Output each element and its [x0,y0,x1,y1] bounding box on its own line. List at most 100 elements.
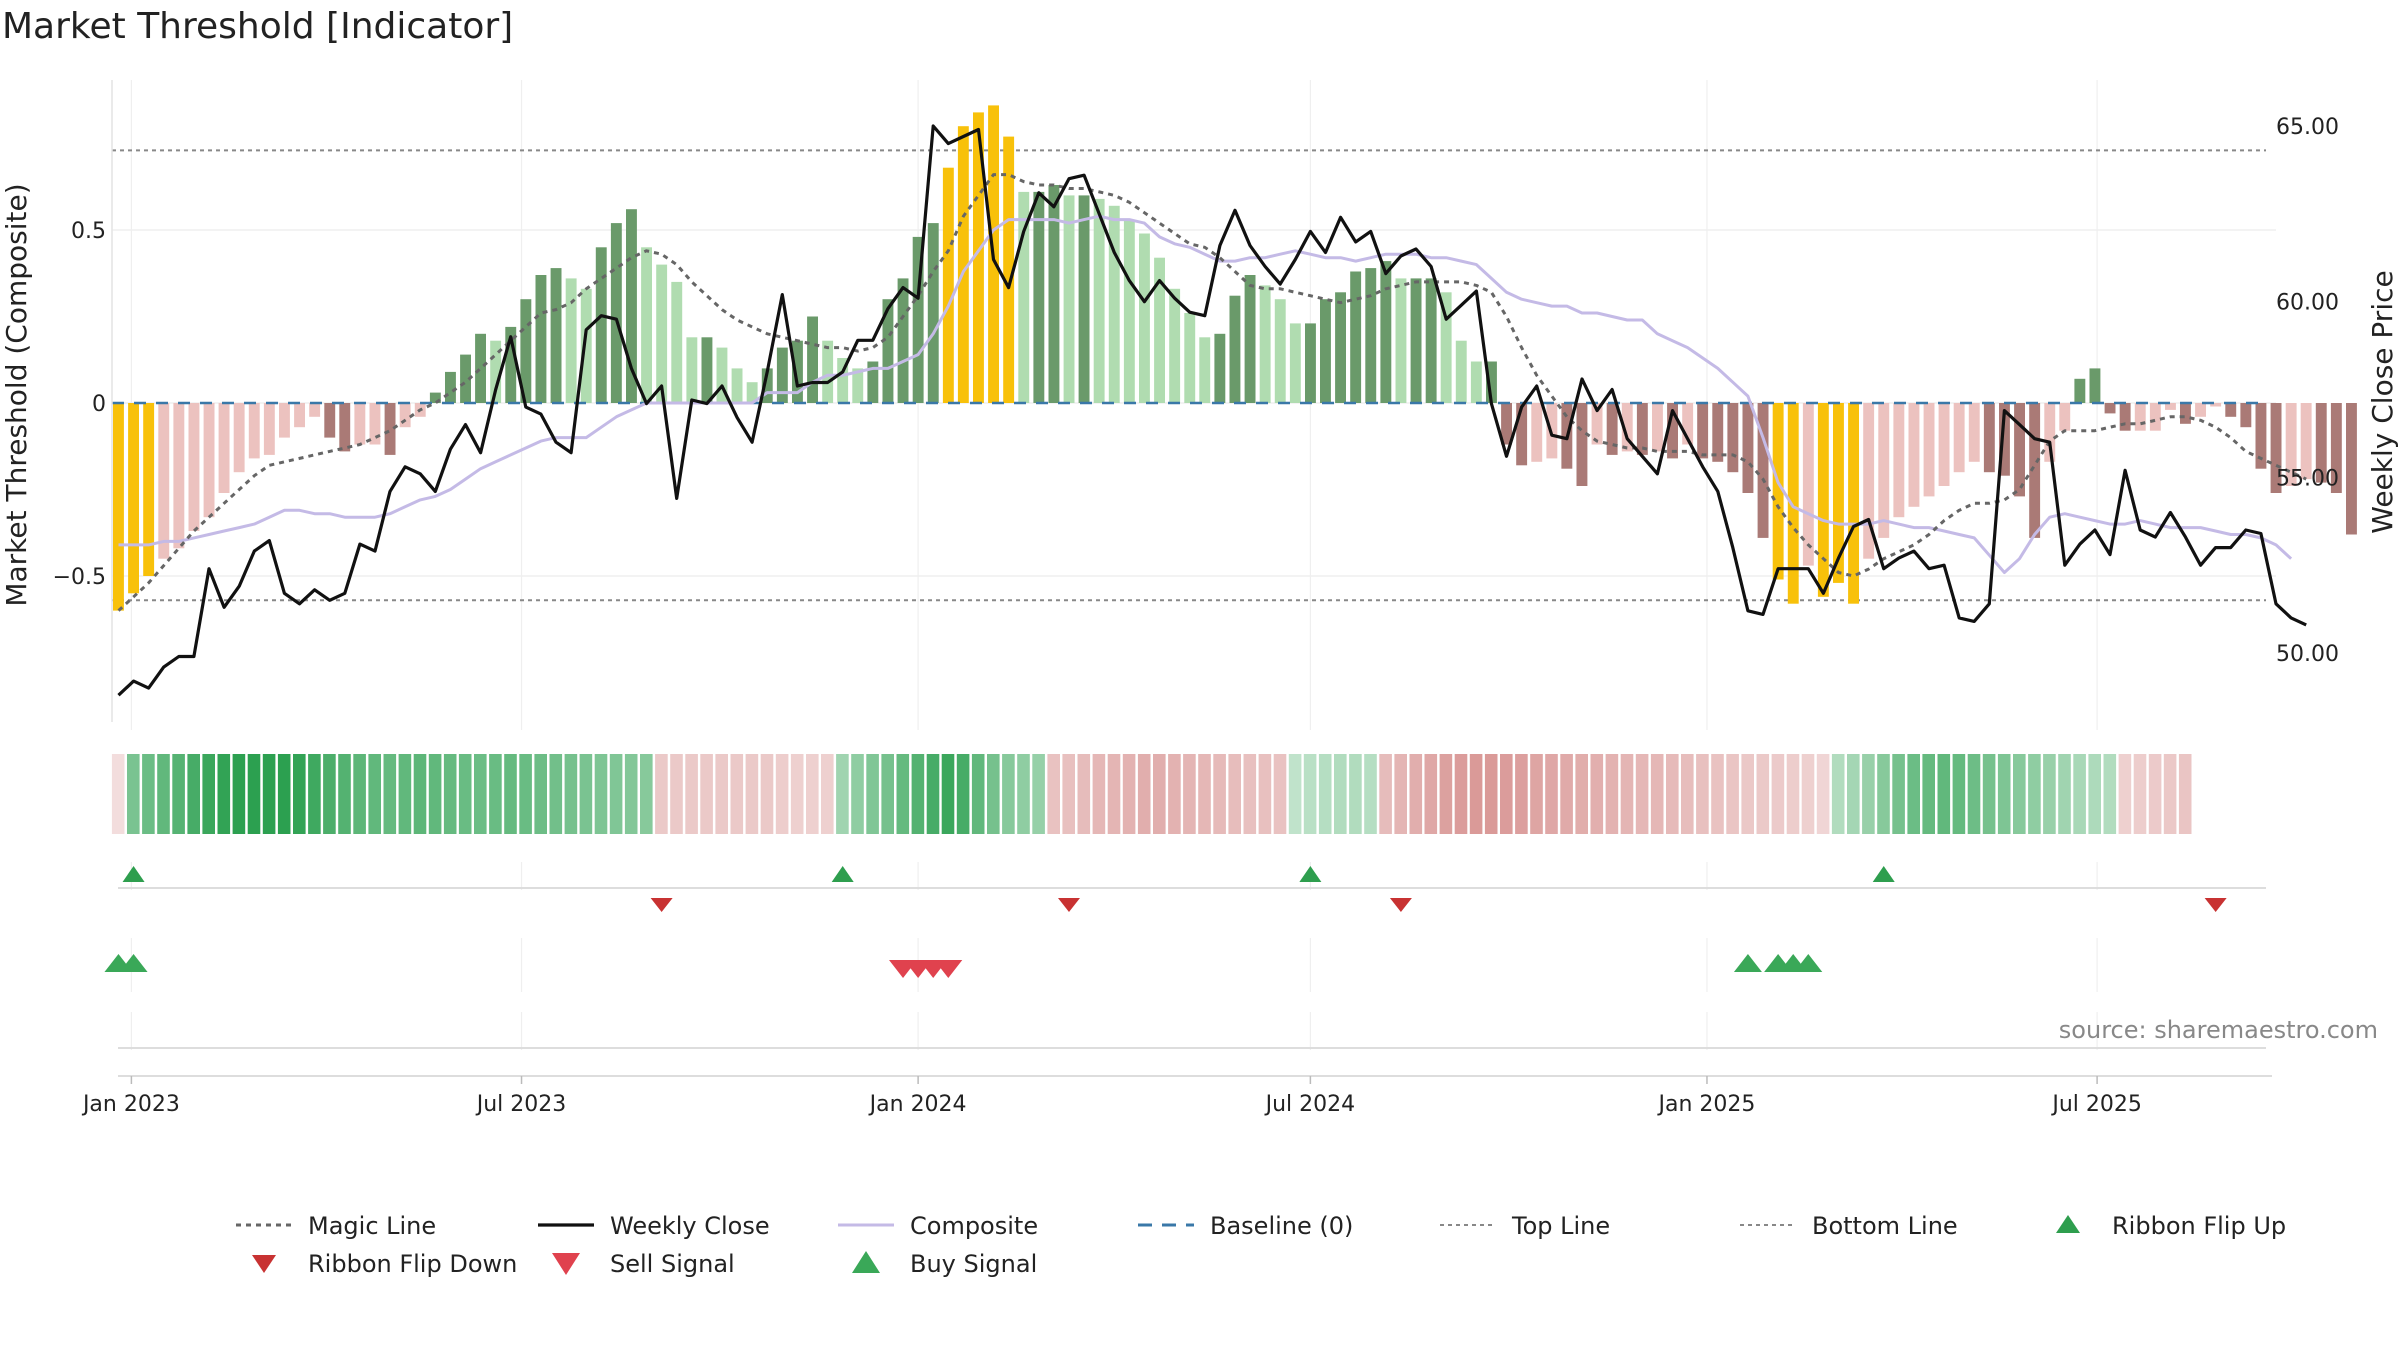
composite-bar [1184,313,1196,403]
ribbon-cell [1847,754,1860,834]
ribbon-cell [1454,754,1468,834]
composite-bar [429,392,441,403]
composite-bar [656,264,668,403]
ribbon-cell [730,754,744,834]
ribbon-cell [1605,754,1619,834]
ribbon-cell [1394,754,1407,834]
composite-bar [1636,403,1648,455]
ribbon-cell [579,754,593,834]
composite-bar [324,403,336,438]
composite-bar [1697,403,1709,459]
ribbon-cell [247,754,261,834]
composite-bar [1229,295,1241,403]
composite-bar [761,368,773,403]
ribbon-cell [1922,754,1935,834]
ribbon-cell [458,754,472,834]
legend-swatch [552,1253,580,1275]
composite-bar [912,236,924,403]
composite-bar [641,247,652,403]
ribbon-cell [202,754,215,834]
composite-bar [1048,185,1060,403]
legend-label: Buy Signal [910,1250,1037,1278]
ribbon-cell [1288,754,1302,834]
composite-bar [1425,278,1437,403]
x-tick-label: Jan 2025 [1657,1092,1756,1117]
legend-label: Weekly Close [610,1212,770,1240]
ribbon-cell [715,754,728,834]
composite-bar [1018,191,1030,403]
composite-bar [701,337,713,403]
ribbon-cell [127,754,140,834]
composite-bar [2285,403,2297,486]
ribbon-cell [640,754,653,834]
ribbon-cell [1575,754,1588,834]
ribbon-cell [971,754,985,834]
legend-swatch [852,1251,880,1273]
ribbon-cell [2088,754,2101,834]
composite-bar [837,358,849,403]
ribbon-cell [1228,754,1241,834]
composite-bar [384,403,396,455]
composite-bar [2089,368,2101,403]
ribbon-cell [489,754,502,834]
legend-label: Sell Signal [610,1250,735,1278]
x-tick-label: Jan 2023 [81,1092,180,1117]
ribbon-cell [2043,754,2056,834]
ribbon-cell [745,754,759,834]
ribbon-cell [428,754,442,834]
left-tick-label: −0.5 [53,565,106,590]
x-tick-label: Jul 2024 [1264,1092,1356,1117]
axes: 0.5 0 −0.5 65.00 60.00 55.00 50.00 Market Thres… [0,80,2399,722]
legend-label: Top Line [1511,1212,1610,1240]
composite-bar [1516,403,1528,466]
ribbon-cell [1379,754,1392,834]
composite-bar [1455,340,1467,403]
composite-bar [2255,403,2267,469]
ribbon-cell [2118,754,2132,834]
ribbon-cell [1153,754,1166,834]
ribbon-cell [534,754,547,834]
composite-bar [2195,403,2206,417]
composite-bar [143,403,155,576]
ribbon-cell [293,754,306,834]
composite-bar [1621,403,1633,452]
legend-label: Magic Line [308,1212,436,1240]
ribbon-cell [443,754,457,834]
signal-panel [104,954,2266,1049]
composite-bar [1531,403,1543,462]
ribbon-flip-down-marker [1389,898,1412,912]
composite-bar [1093,198,1105,403]
ribbon-cell [1484,754,1498,834]
composite-bar [339,403,351,452]
composite-bar [505,326,517,403]
legend-label: Bottom Line [1812,1212,1958,1240]
ribbon-cell [1500,754,1513,834]
composite-bar [2074,378,2086,403]
ribbon-cell [519,754,532,834]
composite-bar [2300,403,2312,480]
ribbon-cell [1469,754,1483,834]
ribbon-cell [1213,754,1226,834]
ribbon-cell [504,754,517,834]
ribbon-cell [262,754,276,834]
composite-bar [942,167,954,403]
composite-bar [354,403,366,445]
composite-bar [1908,403,1920,507]
ribbon-cell [1696,754,1709,834]
composite-bar [1003,136,1015,403]
ribbon-cell [368,754,381,834]
ribbon-cell [1937,754,1951,834]
composite-bar [460,354,471,403]
legend-item-flip_down: Ribbon Flip Down [252,1250,517,1278]
composite-bar [1953,403,1965,473]
ribbon-cell [1756,754,1770,834]
magic-line [117,173,2307,612]
ribbon-cell [2073,754,2086,834]
composite-bar [2346,403,2357,535]
ribbon-cell [1560,754,1573,834]
composite-bar [1938,403,1950,486]
ribbon-cell [1107,754,1121,834]
ribbon-cell [1892,754,1905,834]
legend-item-sell: Sell Signal [552,1250,735,1278]
ribbon-cell [1002,754,1015,834]
